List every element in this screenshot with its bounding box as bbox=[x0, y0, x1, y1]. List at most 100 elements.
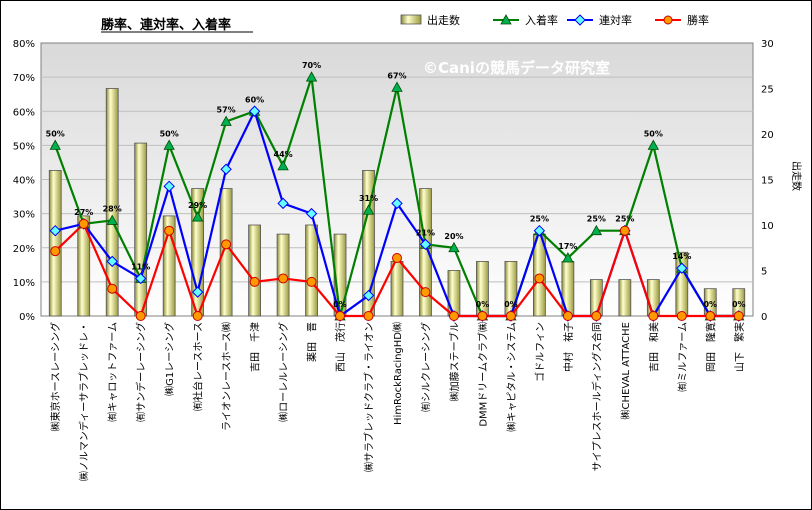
category-label: ゴドルフィン bbox=[533, 322, 546, 382]
category-label-group: ㈱CHEVAL ATTACHE bbox=[620, 322, 632, 419]
y2-tick-label: 0 bbox=[761, 312, 767, 323]
category-label: ㈱CHEVAL ATTACHE bbox=[620, 322, 632, 419]
point-marker bbox=[705, 311, 716, 321]
category-label-group: ㈱ローレルレーシング bbox=[277, 322, 290, 422]
point-marker bbox=[619, 225, 630, 236]
category-label: 山下 繁実 bbox=[733, 322, 746, 372]
point-marker bbox=[305, 207, 318, 220]
point-marker bbox=[733, 311, 744, 321]
point-marker bbox=[420, 287, 431, 298]
category-label: ㈲サンデーレーシング bbox=[135, 322, 148, 422]
data-label: 25% bbox=[530, 215, 549, 224]
category-label: HimRockRacingHD㈱ bbox=[392, 322, 404, 425]
bar bbox=[305, 224, 318, 317]
legend: 出走数 入着率 連対率 勝率 bbox=[400, 13, 709, 27]
point-marker bbox=[335, 311, 346, 321]
bar bbox=[618, 279, 632, 317]
category-label-group: ㈱ノルマンディーサラブレッドレ・ bbox=[78, 322, 91, 481]
data-label: 11% bbox=[131, 262, 150, 271]
category-label: ㈱加藤ステーブル bbox=[448, 322, 461, 401]
gridlines bbox=[41, 76, 753, 283]
point-marker bbox=[647, 139, 659, 150]
bar bbox=[162, 215, 176, 317]
y2-tick-label: 30 bbox=[761, 39, 774, 50]
data-label: 25% bbox=[587, 215, 606, 224]
category-label-group: ㈱キャピタル・システム bbox=[506, 322, 518, 432]
legend-label: 連対率 bbox=[599, 13, 632, 27]
legend-marker bbox=[500, 14, 512, 25]
y-tick-label: 30% bbox=[13, 210, 35, 221]
bar bbox=[77, 215, 91, 317]
point-marker bbox=[477, 311, 488, 321]
bar bbox=[105, 88, 119, 317]
bar bbox=[675, 251, 689, 317]
category-label: ㈲ミルファーム bbox=[677, 322, 689, 392]
point-marker bbox=[163, 139, 175, 150]
y-tick-label: 80% bbox=[13, 39, 35, 50]
point-labels: 50% 27% 28% 11% 50% 29% 57% 60% 44% 70% 0% 31% 67% 21… bbox=[46, 61, 746, 309]
data-label: 21% bbox=[416, 228, 435, 237]
data-label: 25% bbox=[615, 215, 634, 224]
bars bbox=[48, 88, 746, 317]
category-label-group: 岡田 隆寛 bbox=[704, 322, 717, 372]
y2-tick-label: 20 bbox=[761, 130, 774, 141]
data-label: 14% bbox=[672, 252, 691, 261]
category-label-group: ゴドルフィン bbox=[533, 322, 546, 382]
point-marker bbox=[676, 311, 687, 321]
category-label: ㈱G1レーシング bbox=[163, 322, 176, 396]
point-marker bbox=[107, 283, 118, 294]
point-marker bbox=[249, 276, 260, 287]
legend-label: 出走数 bbox=[427, 13, 460, 27]
point-marker bbox=[220, 115, 232, 126]
point-marker bbox=[591, 311, 602, 321]
category-label: ㈱サラブレッドクラブ・ライオン bbox=[363, 322, 376, 472]
category-label: ライオンレースホース㈱ bbox=[221, 322, 233, 431]
legend-label: 入着率 bbox=[525, 13, 558, 27]
y-tick-label: 50% bbox=[13, 141, 35, 152]
category-label: 岡田 隆寛 bbox=[704, 322, 717, 372]
data-label: 50% bbox=[160, 129, 179, 138]
category-label-group: HimRockRacingHD㈱ bbox=[392, 322, 404, 425]
point-marker bbox=[505, 311, 516, 321]
category-label: 薬田 晋 bbox=[307, 322, 319, 362]
point-marker bbox=[277, 197, 289, 210]
data-label: 44% bbox=[274, 150, 293, 159]
point-marker bbox=[220, 163, 232, 175]
category-label-group: ㈲ミルファーム bbox=[677, 322, 689, 392]
category-label-group: ㈲シルクレーシング bbox=[419, 322, 432, 412]
point-marker bbox=[533, 224, 546, 237]
data-label: 27% bbox=[74, 208, 93, 217]
category-label-group: DMMドリームクラブ㈱ bbox=[476, 322, 489, 427]
category-label-group: ㈱加藤ステーブル bbox=[448, 322, 461, 401]
category-label-group: サイプレスホールディングス合同 bbox=[590, 322, 603, 471]
category-label-group: ㈱東京ホースレーシング bbox=[49, 322, 62, 431]
category-label: ㈲シルクレーシング bbox=[419, 322, 432, 412]
category-label: ㈱東京ホースレーシング bbox=[49, 322, 62, 431]
bar bbox=[48, 169, 62, 317]
legend-marker bbox=[663, 15, 673, 25]
series-markers bbox=[49, 71, 745, 322]
data-label: 29% bbox=[188, 201, 207, 210]
category-label-group: ㈱サラブレッドクラブ・ライオン bbox=[363, 322, 376, 472]
left-axis: 0% 10% 20% 30% 40% 50% 60% 70% 80% bbox=[13, 39, 35, 323]
point-marker bbox=[648, 311, 659, 321]
category-label: ㈱ノルマンディーサラブレッドレ・ bbox=[78, 322, 91, 481]
point-marker bbox=[306, 276, 317, 287]
point-marker bbox=[362, 204, 375, 215]
category-label: DMMドリームクラブ㈱ bbox=[476, 322, 489, 427]
point-marker bbox=[192, 311, 203, 321]
data-label: 50% bbox=[644, 129, 663, 138]
legend-swatch bbox=[400, 14, 422, 25]
category-label: ㈲社台レースホース bbox=[192, 322, 205, 411]
category-label-group: 西山 茂行 bbox=[334, 322, 347, 372]
bar bbox=[419, 188, 432, 317]
legend-label: 勝率 bbox=[687, 13, 709, 27]
point-marker bbox=[392, 252, 402, 263]
category-label: 吉田 千津 bbox=[250, 322, 262, 372]
point-marker bbox=[534, 273, 545, 284]
data-label: 0% bbox=[504, 300, 518, 309]
y-tick-label: 0% bbox=[19, 312, 35, 323]
point-marker bbox=[106, 255, 118, 268]
bar bbox=[561, 260, 575, 317]
